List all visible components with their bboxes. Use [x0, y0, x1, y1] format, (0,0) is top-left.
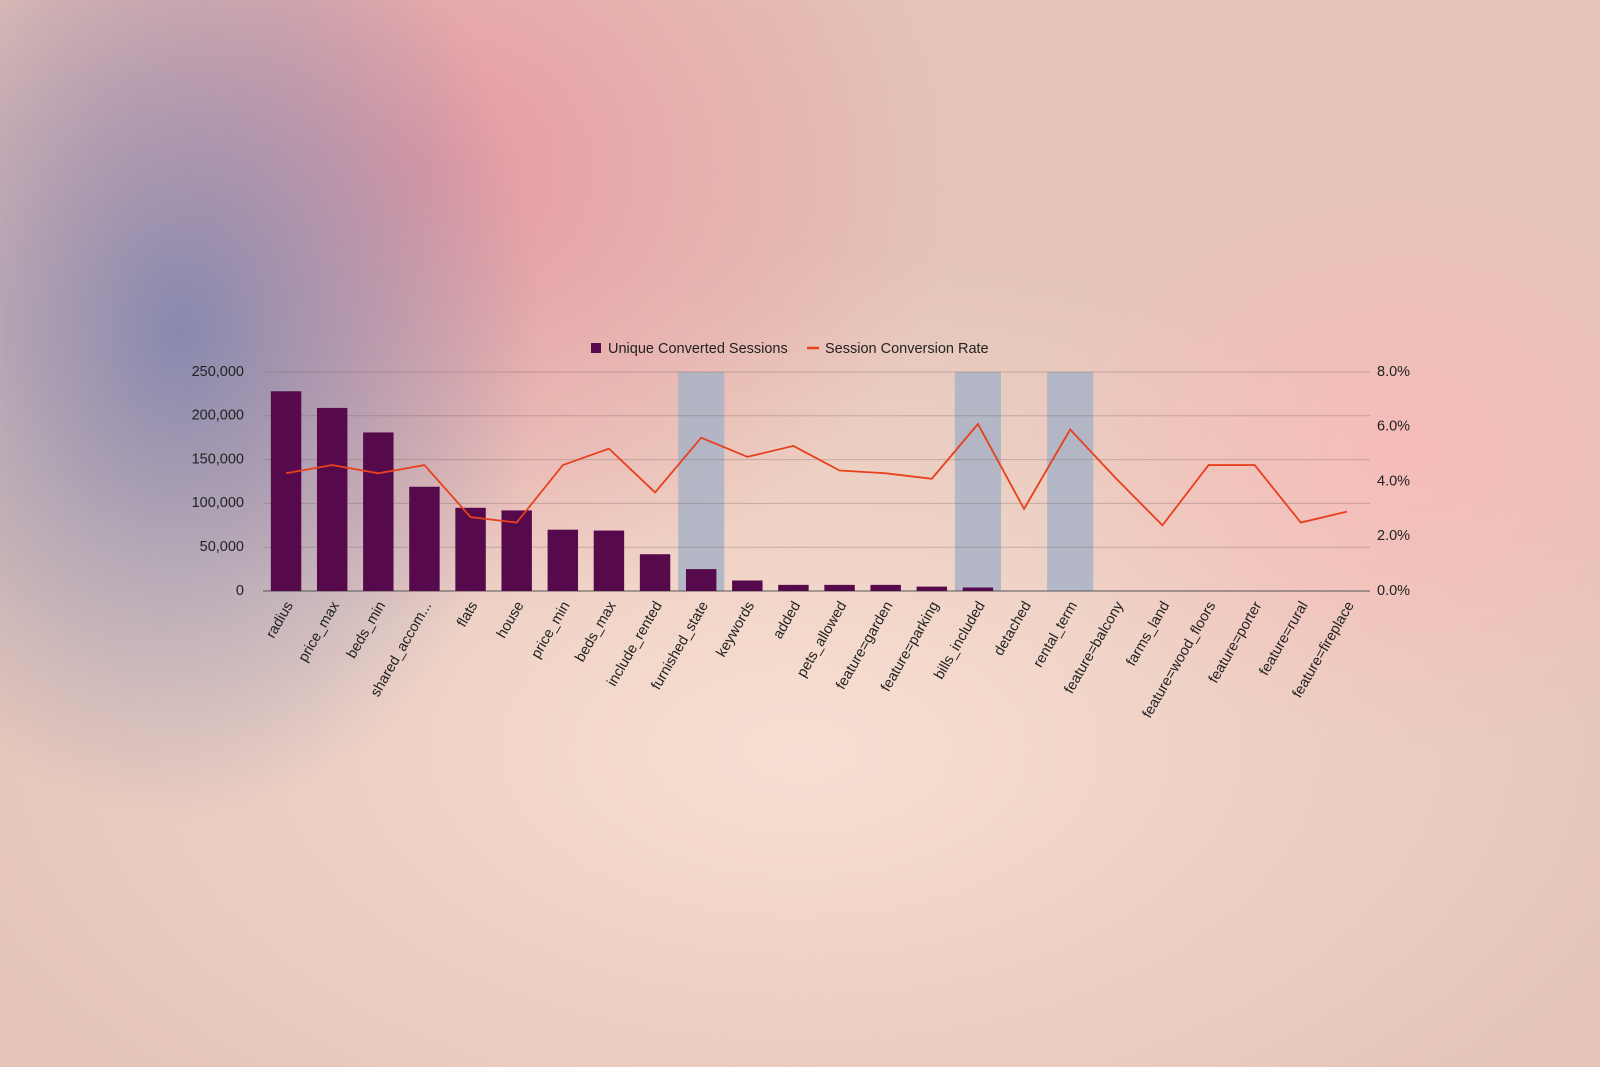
bar — [685, 569, 717, 591]
y2-tick-label: 6.0% — [1377, 419, 1410, 435]
bar — [455, 507, 486, 591]
bar — [593, 530, 625, 591]
bar — [639, 554, 671, 591]
y2-tick-label: 0.0% — [1377, 583, 1410, 599]
line — [285, 422, 1348, 527]
bar — [824, 584, 855, 591]
highlight-band — [678, 372, 725, 591]
x-tick-label: flats — [454, 599, 481, 630]
legend-label: Unique Converted Sessions — [608, 341, 788, 357]
bar — [363, 432, 394, 591]
x-tick-label: house — [494, 599, 528, 641]
y-tick-label: 250,000 — [192, 364, 244, 380]
y-tick-label: 150,000 — [192, 451, 244, 467]
legend-swatch — [591, 343, 601, 353]
bar — [962, 587, 994, 591]
bar — [316, 407, 348, 591]
bar — [501, 510, 532, 591]
bar — [870, 584, 901, 591]
legend-label: Session Conversion Rate — [825, 341, 989, 357]
x-tick-label: beds_max — [572, 598, 620, 665]
bar — [547, 529, 579, 591]
bar — [732, 580, 763, 591]
x-tick-label: detached — [991, 599, 1035, 659]
highlight-band — [954, 372, 1001, 591]
y2-tick-label: 4.0% — [1377, 473, 1410, 489]
x-tick-label: added — [770, 599, 804, 642]
x-tick-label: keywords — [714, 599, 758, 660]
y-tick-label: 50,000 — [200, 539, 244, 555]
highlight-band — [1047, 372, 1094, 591]
y2-tick-label: 8.0% — [1377, 364, 1410, 380]
y-tick-label: 200,000 — [192, 408, 244, 424]
bar — [916, 586, 948, 591]
x-tick-label: rental_term — [1030, 599, 1081, 671]
x-tick-label: beds_min — [344, 599, 389, 661]
bar — [778, 584, 809, 591]
x-tick-label: radius — [263, 599, 297, 641]
y2-tick-label: 2.0% — [1377, 528, 1410, 544]
x-tick-label: farms_land — [1123, 599, 1173, 669]
y-tick-label: 0 — [236, 583, 244, 599]
bar — [270, 391, 302, 591]
x-tick-label: price_min — [528, 599, 573, 661]
y-tick-label: 100,000 — [192, 495, 244, 511]
bar — [409, 486, 440, 591]
x-tick-label: price_max — [296, 598, 344, 665]
x-tick-label: feature=rural — [1256, 599, 1311, 679]
